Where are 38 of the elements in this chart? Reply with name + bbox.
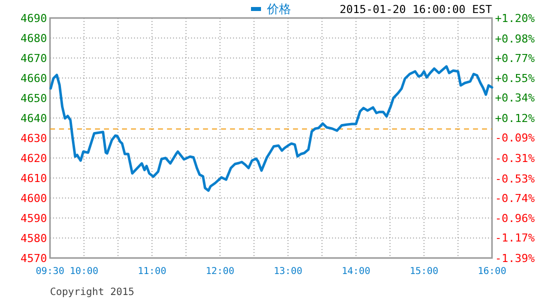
y2-tick-label: +0.12% [495, 112, 536, 126]
y-tick-label: 4570 [20, 252, 47, 265]
text: 2015-01-20 16:00:00 EST [340, 3, 492, 16]
y2-tick-label: +0.55% [495, 72, 536, 86]
y2-tick-label: -0.09% [495, 132, 536, 145]
y2-tick-label: -1.17% [495, 232, 536, 245]
line-series [49, 65, 494, 192]
y-tick-label: 4670 [20, 52, 47, 65]
y-tick-label: 4590 [20, 212, 47, 225]
y-tick-label: 4640 [20, 112, 47, 125]
y2-tick-label: -0.96% [495, 212, 536, 226]
y2-tick-label: +0.98% [495, 32, 536, 46]
legend-label: 价格 [266, 2, 291, 16]
x-tick-label: 13:00 [274, 266, 303, 277]
y-tick-label: 4610 [20, 172, 47, 185]
y2-tick-label: -1.39% [495, 252, 536, 265]
x-tick-label: 12:00 [206, 266, 235, 277]
y2-tick-label: -0.74% [495, 192, 536, 205]
text: Copyright 2015 [50, 287, 134, 298]
y-tick-label: 4660 [20, 72, 47, 85]
y-tick-label: 4580 [20, 232, 47, 245]
x-tick-label: 14:00 [342, 266, 371, 277]
y-tick-label: 4650 [20, 92, 47, 105]
x-tick-label: 09:30 [36, 266, 65, 277]
y2-tick-label: -0.53% [495, 172, 536, 186]
x-tick-label: 11:00 [138, 266, 167, 277]
x-tick-label: 10:00 [70, 266, 99, 277]
y2-tick-label: +1.20% [495, 12, 536, 25]
y2-tick-label: -0.31% [495, 152, 536, 165]
y-tick-label: 4690 [20, 12, 47, 25]
y2-tick-label: +0.34% [495, 92, 536, 105]
y2-tick-label: +0.77% [495, 52, 536, 65]
y-tick-label: 4600 [20, 192, 47, 205]
x-tick-label: 16:00 [478, 266, 507, 277]
y-tick-label: 4630 [20, 132, 47, 145]
x-tick-label: 15:00 [410, 266, 439, 277]
y-tick-label: 4620 [20, 152, 47, 165]
y-tick-label: 4680 [20, 32, 47, 45]
